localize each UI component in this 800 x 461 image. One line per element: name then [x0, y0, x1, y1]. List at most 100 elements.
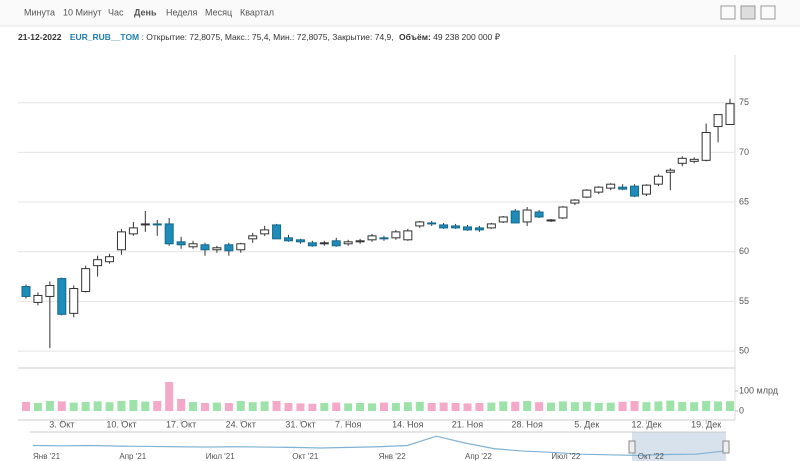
candle-body: [93, 259, 103, 267]
info-ticker[interactable]: EUR_RUB__TOM: [70, 32, 139, 42]
candle-body: [272, 224, 282, 240]
volume-bar: [415, 401, 424, 411]
candle-body: [140, 223, 150, 226]
volume-bar: [57, 401, 66, 411]
candle-body: [116, 231, 126, 251]
volume-bar: [499, 401, 508, 411]
x-tick-label: 12. Дек: [631, 419, 661, 429]
period-tab[interactable]: Неделя: [166, 7, 198, 17]
volume-bar: [212, 402, 221, 411]
candle-body: [427, 222, 437, 225]
toolbar: [0, 0, 800, 26]
candle-body: [641, 184, 651, 195]
period-tab[interactable]: День: [134, 7, 157, 17]
volume-bar: [177, 399, 186, 411]
volume-bar: [558, 401, 567, 411]
candle-body: [534, 211, 544, 218]
x-tick-label: 31. Окт: [285, 419, 315, 429]
info-volume: 49 238 200 000 ₽: [433, 32, 500, 42]
info-ohlc: : Открытие: 72,8075, Макс.: 75,4, Мин.: …: [142, 32, 394, 42]
volume-bar: [248, 402, 257, 411]
period-tab[interactable]: 10 Минут: [63, 7, 102, 17]
volume-bar: [427, 403, 436, 411]
volume-bar: [165, 382, 174, 411]
candle-body: [665, 169, 675, 173]
navigator-label: Июл '22: [551, 452, 580, 461]
candle-body: [725, 103, 735, 125]
candle-body: [21, 286, 31, 297]
volume-bar: [236, 401, 245, 411]
candle-body: [415, 221, 425, 227]
navigator-label: Апр '22: [465, 452, 492, 461]
candle-body: [701, 132, 711, 161]
volume-bar: [618, 401, 627, 411]
period-tab[interactable]: Квартал: [240, 7, 274, 17]
candle-body: [403, 230, 413, 241]
candle-body: [343, 241, 353, 245]
volume-bar: [511, 401, 520, 411]
candle-body: [307, 242, 317, 247]
line-view-icon[interactable]: [720, 5, 736, 20]
volume-bar: [439, 402, 448, 411]
candle-body: [606, 183, 616, 189]
volume-bar: [33, 403, 42, 411]
candle-body: [260, 229, 270, 235]
volume-bar: [726, 401, 734, 411]
period-tab[interactable]: Минута: [24, 7, 55, 17]
volume-bar: [391, 403, 400, 411]
volume-bar: [105, 402, 114, 411]
candle-body: [713, 114, 723, 128]
navigator-label: Апр '21: [119, 452, 146, 461]
y-tick-label: 50: [739, 345, 749, 355]
volume-bar: [45, 401, 54, 411]
candle-body: [176, 241, 186, 246]
candle-body: [69, 288, 79, 314]
volume-bar: [582, 401, 591, 411]
navigator-handle[interactable]: [628, 440, 636, 454]
period-tab[interactable]: Месяц: [205, 7, 232, 17]
volume-bar: [475, 403, 484, 411]
candle-body: [355, 240, 365, 243]
info-volume-label: Объём:: [399, 32, 431, 42]
volume-bar: [690, 402, 699, 411]
candle-body: [379, 237, 389, 240]
candle-body: [510, 210, 520, 224]
candle-body: [462, 226, 472, 231]
period-tab[interactable]: Час: [108, 7, 124, 17]
x-tick-label: 14. Ноя: [392, 419, 424, 429]
volume-tick-label: 0: [739, 405, 744, 415]
navigator-selection: [632, 432, 726, 461]
volume-bar: [523, 401, 532, 411]
volume-bar: [630, 401, 639, 411]
candle-body: [451, 225, 461, 229]
candle-body: [558, 206, 568, 219]
navigator-label: Окт '22: [638, 452, 665, 461]
volume-bar: [200, 403, 209, 411]
view-icons: [720, 5, 776, 20]
volume-bar: [666, 400, 675, 411]
volume-bar: [22, 402, 30, 411]
x-tick-label: 28. Ноя: [511, 419, 543, 429]
volume-bar: [654, 401, 663, 411]
candle-body: [677, 157, 687, 164]
y-tick-label: 75: [739, 97, 749, 107]
candle-body: [212, 247, 222, 251]
navigator-handle[interactable]: [722, 440, 730, 454]
volume-bar: [189, 402, 198, 411]
candle-body: [319, 242, 329, 245]
candle-view-icon[interactable]: [740, 5, 756, 20]
volume-bar: [702, 401, 711, 411]
candle-body: [486, 223, 496, 229]
volume-bar: [368, 403, 377, 411]
candle-body: [522, 209, 532, 223]
y-tick-label: 55: [739, 296, 749, 306]
volume-bar: [356, 403, 365, 411]
volume-bar: [141, 401, 150, 411]
bar-view-icon[interactable]: [760, 5, 776, 20]
info-date: 21-12-2022: [18, 32, 62, 42]
volume-bar: [308, 403, 317, 411]
volume-bar: [81, 402, 90, 411]
volume-bar: [451, 403, 460, 411]
